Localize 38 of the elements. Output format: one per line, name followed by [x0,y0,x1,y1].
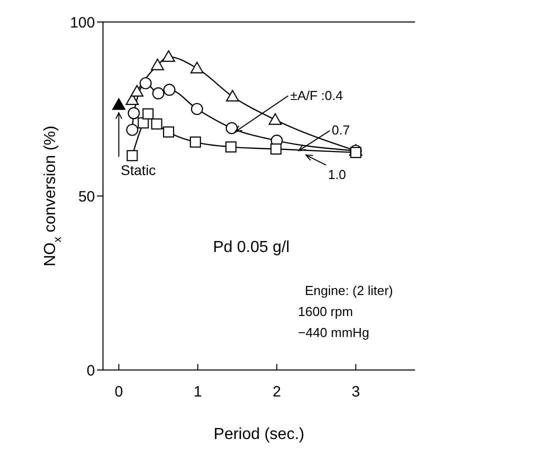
annotation: 1600 rpm [298,304,353,319]
point [128,107,140,120]
point [126,150,138,162]
point [151,118,162,130]
point [225,141,237,152]
point [190,102,204,116]
point [226,90,240,102]
point [163,126,174,138]
point [163,84,176,96]
point [138,117,149,128]
x-tick-label: 2 [272,384,281,401]
y-tick-label: 0 [86,362,95,380]
point [270,143,282,155]
point [226,122,238,134]
point [150,58,164,70]
y-tick-label: 50 [78,188,95,206]
point [140,77,152,90]
annotation: −440 mmHg [298,325,370,340]
y-tick-label: 100 [70,14,95,32]
point [130,85,144,97]
annotation: Pd 0.05 g/l [213,239,290,256]
annotation: Engine: (2 liter) [304,283,393,298]
point [190,62,204,74]
point [126,124,138,136]
x-tick-label: 0 [114,384,123,401]
point [112,98,126,110]
point [190,136,201,148]
x-tick-label: 3 [352,384,360,401]
point [268,113,282,125]
series-label: ±A/F :0.4 [290,88,343,103]
legend-label: 1.0 [328,167,346,182]
point [152,87,164,100]
point [142,108,154,120]
point [162,50,176,62]
x-axis-title: Period (sec.) [214,426,304,443]
series-label: 0.7 [332,122,350,138]
annotation: Static [120,162,156,178]
x-tick-label: 1 [194,384,202,401]
